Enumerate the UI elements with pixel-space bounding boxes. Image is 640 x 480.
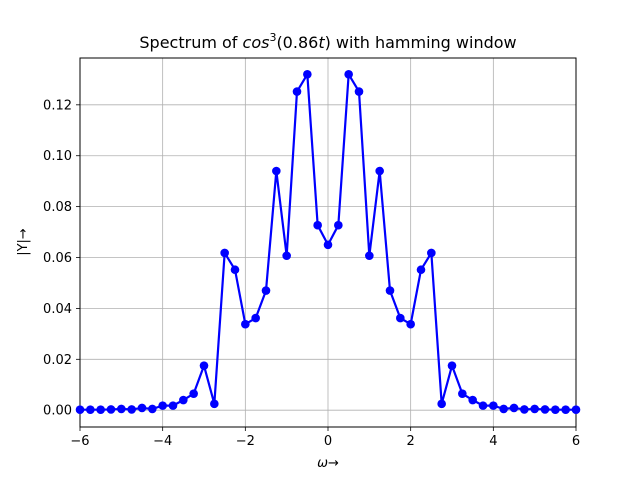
y-tick-label: 0.02 bbox=[43, 353, 72, 368]
data-point bbox=[282, 251, 291, 261]
data-point bbox=[96, 405, 105, 414]
x-tick-label: 0 bbox=[324, 434, 332, 449]
x-tick-label: −4 bbox=[153, 434, 172, 449]
data-point bbox=[251, 313, 260, 323]
data-point bbox=[117, 404, 126, 414]
x-tick-label: 4 bbox=[489, 434, 497, 449]
data-point bbox=[210, 399, 219, 409]
data-point bbox=[385, 286, 395, 295]
data-point bbox=[168, 401, 178, 410]
data-point bbox=[365, 251, 374, 261]
y-tick-label: 0.06 bbox=[43, 251, 72, 266]
data-point bbox=[437, 399, 446, 409]
data-point bbox=[427, 248, 436, 258]
y-axis-label: |Y|→ bbox=[16, 228, 31, 256]
chart-title: Spectrum of cos3(0.86t) with hamming win… bbox=[139, 31, 516, 52]
y-tick-label: 0.04 bbox=[43, 302, 72, 317]
y-tick-label: 0.08 bbox=[43, 200, 72, 215]
data-point bbox=[468, 395, 477, 405]
x-axis-label: ω→ bbox=[317, 456, 339, 471]
data-point bbox=[272, 166, 281, 176]
data-point bbox=[323, 240, 333, 250]
data-point bbox=[179, 395, 188, 405]
data-point bbox=[458, 389, 467, 398]
data-point bbox=[406, 319, 415, 329]
data-point bbox=[344, 69, 353, 79]
grid bbox=[79, 58, 577, 427]
data-point bbox=[127, 405, 136, 414]
data-point bbox=[334, 220, 343, 230]
data-point bbox=[199, 361, 209, 370]
data-point bbox=[86, 405, 95, 414]
data-point bbox=[509, 403, 519, 413]
data-point bbox=[303, 69, 312, 79]
y-tick-label: 0.10 bbox=[43, 149, 72, 164]
x-tick-label: −2 bbox=[236, 434, 255, 449]
data-point bbox=[375, 166, 384, 176]
data-point bbox=[354, 87, 364, 96]
y-tick-label: 0.00 bbox=[43, 404, 72, 419]
spectrum-markers bbox=[75, 69, 581, 414]
data-point bbox=[447, 361, 457, 370]
x-tick-label: 2 bbox=[407, 434, 415, 449]
data-point bbox=[189, 389, 198, 398]
data-point bbox=[489, 401, 498, 410]
data-point bbox=[396, 313, 405, 323]
data-point bbox=[106, 405, 116, 414]
data-point bbox=[241, 319, 250, 329]
data-point bbox=[137, 403, 147, 413]
data-point bbox=[261, 286, 271, 295]
data-point bbox=[551, 405, 560, 414]
x-tick-label: −6 bbox=[70, 434, 89, 449]
data-point bbox=[561, 405, 570, 414]
data-point bbox=[571, 405, 581, 414]
axis-ticks: −6 −4 −2 0 2 4 6 0.00 0.02 0.04 0.06 0.08 0.10 0.12 bbox=[43, 98, 580, 449]
data-point bbox=[540, 405, 550, 414]
data-point bbox=[530, 404, 539, 414]
data-point bbox=[75, 405, 85, 414]
data-point bbox=[499, 404, 508, 414]
data-point bbox=[158, 401, 167, 410]
data-point bbox=[230, 265, 240, 275]
data-point bbox=[478, 401, 488, 410]
data-point bbox=[220, 248, 229, 258]
data-point bbox=[148, 404, 157, 414]
data-point bbox=[520, 405, 529, 414]
y-tick-label: 0.12 bbox=[43, 98, 72, 113]
x-tick-label: 6 bbox=[572, 434, 580, 449]
data-point bbox=[313, 220, 322, 230]
data-point bbox=[292, 87, 302, 96]
data-point bbox=[416, 265, 426, 275]
